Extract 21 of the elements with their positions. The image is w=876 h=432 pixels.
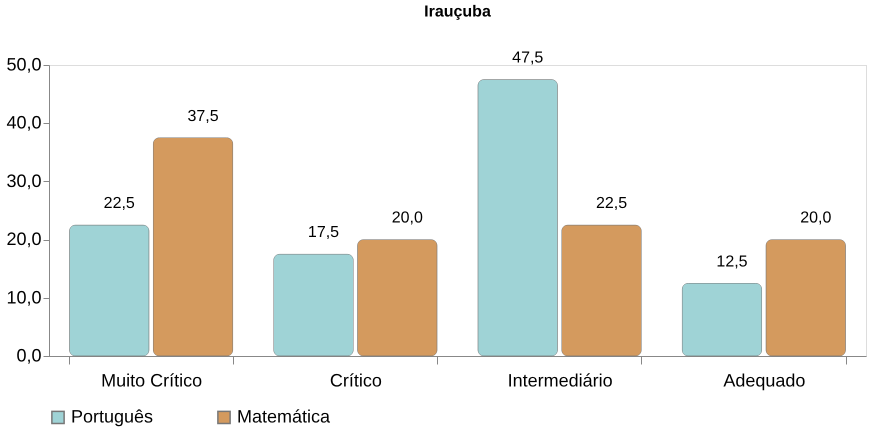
data-label: 20,0 bbox=[800, 210, 832, 227]
data-label: 22,5 bbox=[596, 195, 628, 212]
legend-label: Português bbox=[71, 406, 154, 426]
y-tick-label: 40,0 bbox=[6, 112, 42, 133]
y-tick-label: 10,0 bbox=[6, 287, 42, 308]
data-label: 12,5 bbox=[716, 253, 748, 270]
data-label: 47,5 bbox=[512, 50, 544, 67]
y-tick-label: 30,0 bbox=[6, 170, 42, 191]
chart-title: Irauçuba bbox=[424, 4, 491, 21]
x-tick-label: Muito Crítico bbox=[101, 370, 202, 390]
x-tick-label: Intermediário bbox=[508, 370, 613, 390]
data-label: 20,0 bbox=[392, 210, 423, 227]
legend-label: Matemática bbox=[237, 406, 332, 426]
data-label: 37,5 bbox=[187, 108, 219, 125]
data-label: 17,5 bbox=[308, 224, 340, 242]
data-label: 22,5 bbox=[104, 195, 135, 212]
y-tick-label: 50,0 bbox=[6, 54, 42, 74]
x-tick-label: Adequado bbox=[723, 370, 806, 390]
y-tick-label: 20,0 bbox=[6, 229, 42, 250]
y-tick-label: 0,0 bbox=[16, 346, 42, 366]
x-tick-label: Crítico bbox=[330, 370, 382, 390]
